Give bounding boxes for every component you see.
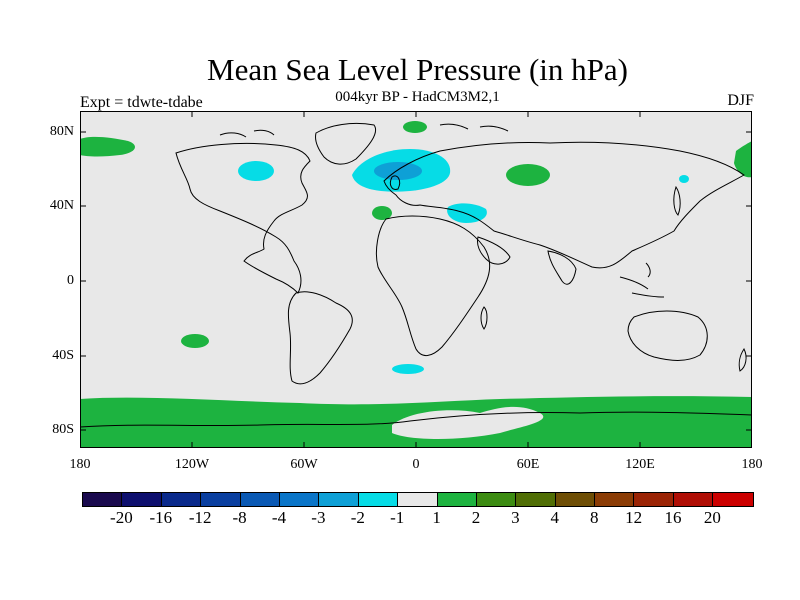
antarctica-coast [80,411,752,428]
colorbar-swatch [279,493,320,506]
japan-coast [673,185,681,216]
atlantic-positive [372,206,392,220]
north-atlantic-core-negative [374,162,422,180]
lon-label-120w: 120W [174,457,210,472]
british-isles-coast [389,175,401,190]
south-pacific-positive [181,334,209,348]
colorbar-swatch [161,493,202,506]
colorbar-label: 3 [511,508,520,527]
arctic-east-positive [734,141,752,178]
lon-label-60w: 60W [290,457,318,472]
eurasia-coast [383,141,745,269]
hudson-bay-negative [238,161,274,181]
colorbar-swatch [476,493,517,506]
colorbar-label: -1 [390,508,405,527]
siberia-positive [506,164,550,186]
greenland-coast [315,122,376,165]
southeast-asia-islands [619,262,665,298]
colorbar [82,492,754,507]
lon-label-180-east: 180 [741,457,763,472]
southern-ocean-negative [392,364,424,374]
colorbar-label: 16 [664,508,682,527]
coastlines [80,122,752,428]
south-america-coast [287,291,353,385]
arctic-islands-coast [219,123,509,138]
colorbar-swatch [555,493,596,506]
colorbar-label: -20 [110,508,133,527]
antarctica-neutral-area [392,406,544,439]
africa-coast [375,215,491,356]
colorbar-label: 20 [703,508,721,527]
colorbar-label: -8 [232,508,247,527]
colorbar-label: -3 [311,508,326,527]
colorbar-label: 2 [471,508,481,527]
colorbar-swatch [122,493,162,506]
colorbar-swatch [398,493,438,506]
india-coast [547,250,577,285]
madagascar-coast [480,306,488,330]
colorbar-label: 8 [589,508,599,527]
colorbar-swatch [673,493,714,506]
colorbar-label: 1 [432,508,441,527]
lat-label-40n: 40N [49,198,74,213]
colorbar-swatch [516,493,556,506]
lon-label-180-west: 180 [69,457,91,472]
season-label: DJF [727,92,754,109]
north-atlantic-top-positive [403,121,427,133]
mediterranean-negative [447,203,487,223]
new-zealand-coast [738,348,747,372]
colorbar-label: -4 [271,508,287,527]
colorbar-swatch [83,493,123,506]
colorbar-swatch [437,493,477,506]
colorbar-swatch [595,493,635,506]
lon-label-120e: 120E [625,457,655,472]
experiment-label: Expt = tdwte-tdabe [80,94,203,111]
north-america-coast [175,142,311,294]
page-title: Mean Sea Level Pressure (in hPa) [207,52,628,87]
lat-label-0: 0 [67,273,74,288]
lat-label-80s: 80S [52,422,74,437]
colorbar-swatch [240,493,280,506]
lon-label-0: 0 [412,457,420,472]
colorbar-label: 12 [625,508,643,527]
colorbar-label: -2 [350,508,365,527]
subtitle: 004kyr BP - HadCM3M2,1 [335,89,500,105]
east-asia-negative [679,175,689,183]
map-ticks [80,111,752,448]
colorbar-label: -12 [188,508,212,527]
colorbar-swatch [358,493,399,506]
pressure-map [80,111,752,448]
arabia-coast [477,236,511,265]
lat-label-80n: 80N [49,124,74,139]
negative-anomaly-regions [238,149,689,374]
colorbar-label: -16 [149,508,173,527]
colorbar-swatch [201,493,241,506]
australia-coast [627,310,708,361]
colorbar-swatch [713,493,753,506]
colorbar-swatch [319,493,359,506]
lon-label-60e: 60E [516,457,540,472]
map-panel [80,111,752,448]
colorbar-label: 4 [550,508,560,527]
colorbar-swatch [634,493,674,506]
lat-label-40s: 40S [52,348,74,363]
arctic-west-positive [80,136,135,157]
